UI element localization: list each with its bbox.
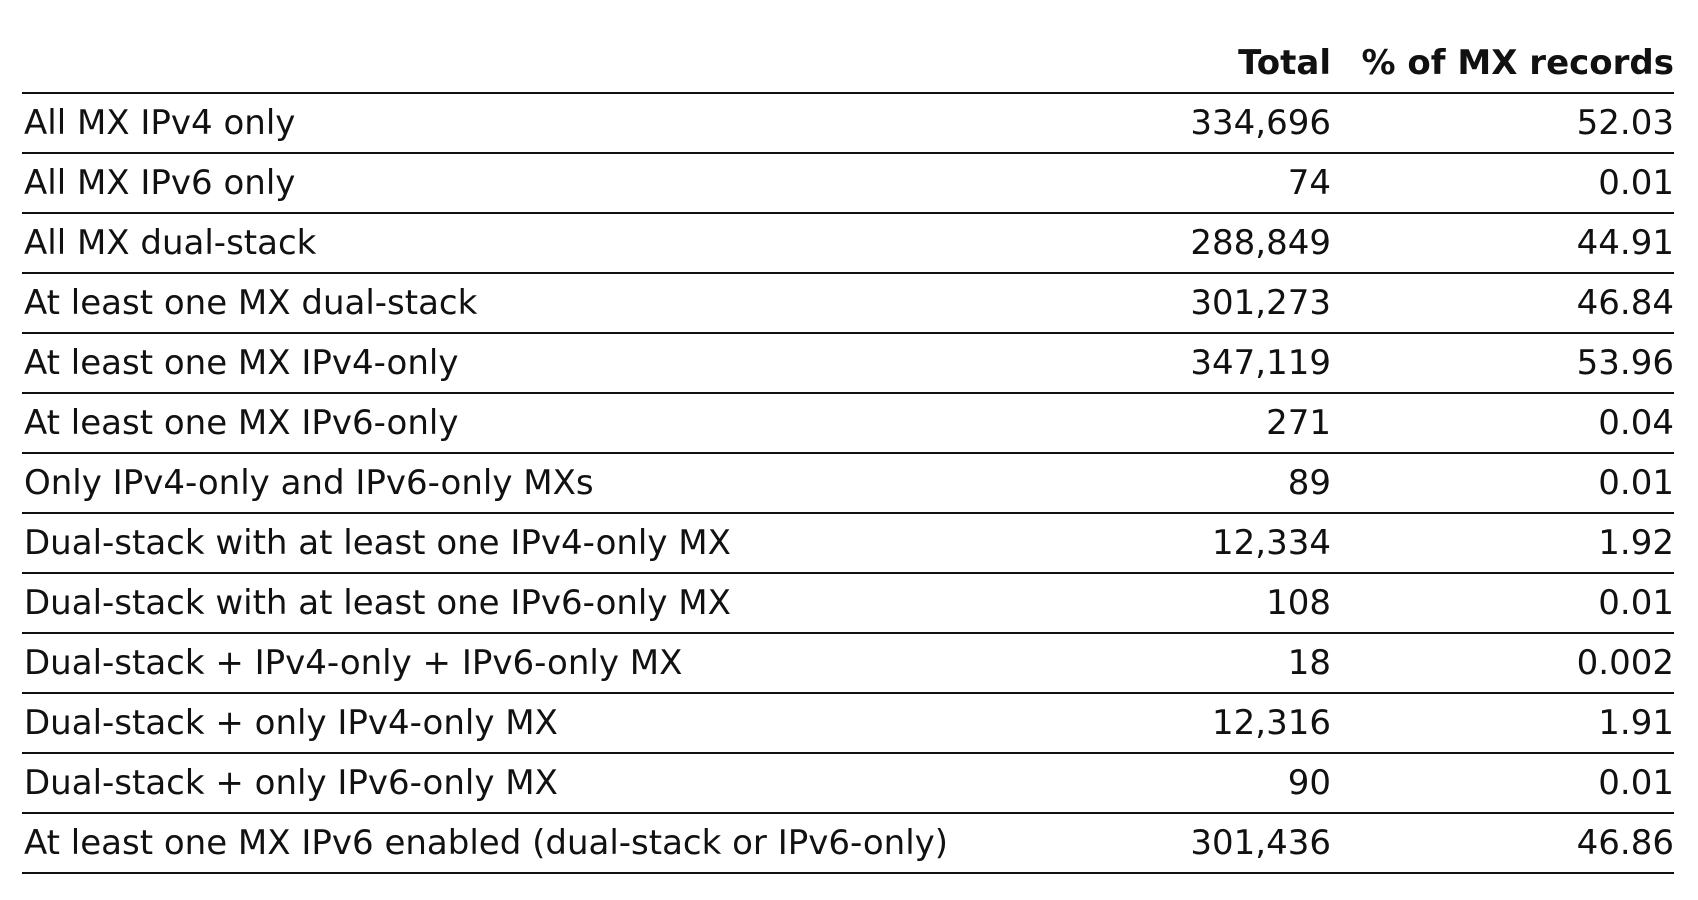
row-percent: 0.01 [1331, 573, 1674, 634]
table-row: At least one MX IPv4-only 347,119 53.96 [22, 333, 1674, 394]
row-percent: 44.91 [1331, 213, 1674, 274]
row-label: Only IPv4-only and IPv6-only MXs [22, 453, 1142, 514]
table-row: Dual-stack + only IPv6-only MX 90 0.01 [22, 753, 1674, 814]
table-body: All MX IPv4 only 334,696 52.03 All MX IPv6 … [22, 93, 1674, 874]
row-percent: 0.01 [1331, 453, 1674, 514]
row-label: At least one MX dual-stack [22, 273, 1142, 334]
table-row: At least one MX dual-stack 301,273 46.84 [22, 273, 1674, 334]
row-percent: 1.92 [1331, 513, 1674, 574]
row-percent: 46.84 [1331, 273, 1674, 334]
table-header: Total % of MX records [22, 34, 1674, 94]
row-label: Dual-stack + IPv4-only + IPv6-only MX [22, 633, 1142, 694]
row-percent: 0.01 [1331, 153, 1674, 214]
row-total: 288,849 [1142, 213, 1331, 274]
mx-records-table-container: Total % of MX records All MX IPv4 only 33… [22, 34, 1674, 874]
header-label-cell [22, 34, 1142, 94]
row-total: 108 [1142, 573, 1331, 634]
header-percent-of-mx-records: % of MX records [1331, 34, 1674, 94]
table-row: All MX IPv6 only 74 0.01 [22, 153, 1674, 214]
row-label: Dual-stack with at least one IPv6-only M… [22, 573, 1142, 634]
row-percent: 52.03 [1331, 93, 1674, 154]
row-label: At least one MX IPv6-only [22, 393, 1142, 454]
row-label: All MX dual-stack [22, 213, 1142, 274]
table-row: Dual-stack with at least one IPv4-only M… [22, 513, 1674, 574]
table-row: Dual-stack + only IPv4-only MX 12,316 1.91 [22, 693, 1674, 754]
row-total: 18 [1142, 633, 1331, 694]
row-percent: 0.01 [1331, 753, 1674, 814]
row-label: Dual-stack with at least one IPv4-only M… [22, 513, 1142, 574]
row-total: 301,436 [1142, 813, 1331, 874]
row-total: 12,334 [1142, 513, 1331, 574]
table-row: Dual-stack with at least one IPv6-only M… [22, 573, 1674, 634]
row-label: All MX IPv6 only [22, 153, 1142, 214]
row-label: Dual-stack + only IPv6-only MX [22, 753, 1142, 814]
table-row: At least one MX IPv6-only 271 0.04 [22, 393, 1674, 454]
mx-records-table: Total % of MX records All MX IPv4 only 33… [22, 34, 1674, 874]
row-percent: 1.91 [1331, 693, 1674, 754]
table-row: Dual-stack + IPv4-only + IPv6-only MX 18 0… [22, 633, 1674, 694]
row-total: 301,273 [1142, 273, 1331, 334]
row-percent: 53.96 [1331, 333, 1674, 394]
header-total: Total [1142, 34, 1331, 94]
table-row: All MX dual-stack 288,849 44.91 [22, 213, 1674, 274]
row-total: 271 [1142, 393, 1331, 454]
row-label: At least one MX IPv4-only [22, 333, 1142, 394]
table-row: All MX IPv4 only 334,696 52.03 [22, 93, 1674, 154]
row-total: 12,316 [1142, 693, 1331, 754]
table-row: Only IPv4-only and IPv6-only MXs 89 0.01 [22, 453, 1674, 514]
row-total: 90 [1142, 753, 1331, 814]
table-row: At least one MX IPv6 enabled (dual-stack… [22, 813, 1674, 874]
row-percent: 0.002 [1331, 633, 1674, 694]
row-label: Dual-stack + only IPv4-only MX [22, 693, 1142, 754]
header-row: Total % of MX records [22, 34, 1674, 94]
row-percent: 0.04 [1331, 393, 1674, 454]
row-total: 89 [1142, 453, 1331, 514]
row-total: 334,696 [1142, 93, 1331, 154]
row-total: 347,119 [1142, 333, 1331, 394]
row-label: All MX IPv4 only [22, 93, 1142, 154]
row-total: 74 [1142, 153, 1331, 214]
row-label: At least one MX IPv6 enabled (dual-stack… [22, 813, 1142, 874]
row-percent: 46.86 [1331, 813, 1674, 874]
